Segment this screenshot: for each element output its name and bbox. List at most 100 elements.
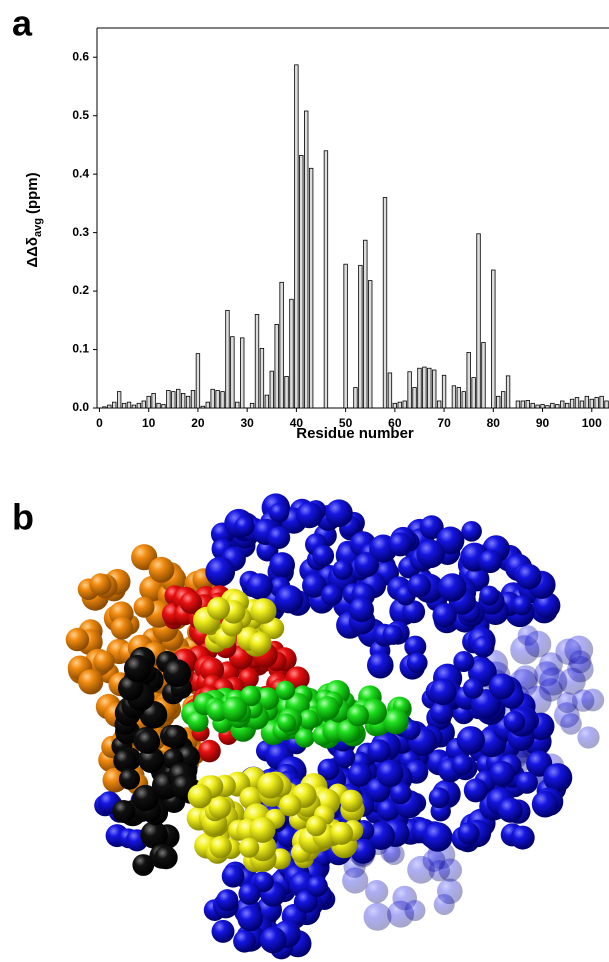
x-tick-label: 80 (487, 416, 501, 430)
y-label-symbol: ΔΔδ (24, 237, 41, 268)
y-tick-label: 0.4 (72, 166, 89, 180)
bar (535, 404, 540, 409)
atom (132, 784, 159, 812)
atom (367, 739, 391, 763)
atom (472, 635, 495, 658)
bar (461, 391, 466, 409)
atom (294, 728, 315, 748)
atom (479, 585, 500, 606)
atom (560, 713, 582, 735)
atom (503, 710, 526, 733)
atom (383, 843, 405, 866)
atom (267, 526, 291, 549)
atom (428, 787, 450, 809)
bar (491, 269, 496, 409)
atom (118, 768, 141, 790)
atom (577, 726, 600, 749)
atom (497, 797, 523, 823)
atom (277, 713, 296, 733)
bar (308, 167, 314, 409)
bar (225, 309, 230, 409)
x-tick-label: 20 (191, 416, 205, 430)
bar (456, 387, 462, 409)
atom (539, 667, 568, 696)
bar (540, 404, 545, 409)
bar (116, 391, 122, 409)
bar (254, 314, 260, 409)
bar (102, 406, 107, 409)
atom (93, 650, 115, 673)
bar (274, 323, 279, 409)
bar (185, 395, 191, 409)
atom (275, 680, 296, 701)
atom (112, 800, 136, 823)
x-axis-label: Residue number (296, 425, 414, 442)
atom (221, 864, 245, 888)
atom (407, 574, 432, 598)
atom (347, 704, 369, 727)
atom (312, 544, 335, 567)
y-tick-label: 0.1 (72, 342, 89, 356)
x-tick-label: 60 (388, 416, 402, 430)
atom (388, 532, 413, 557)
y-tick-label: 0.0 (72, 400, 89, 414)
atom (275, 585, 304, 614)
atom (65, 627, 90, 652)
atom (377, 798, 400, 822)
bar (146, 395, 151, 409)
atom (406, 652, 428, 674)
x-tick-label: 0 (96, 416, 103, 430)
atom (199, 657, 225, 682)
bar (481, 342, 486, 409)
atom (163, 724, 188, 749)
atom (531, 790, 559, 818)
bar (151, 392, 156, 409)
bar (279, 281, 284, 409)
bar (368, 280, 373, 409)
atom (317, 758, 340, 781)
bar (294, 64, 299, 409)
atom (543, 763, 573, 793)
atom (136, 729, 161, 754)
bar (407, 371, 412, 409)
bar (156, 402, 161, 409)
bar (353, 387, 358, 409)
x-tick-label: 70 (437, 416, 451, 430)
bar (166, 390, 171, 409)
bar (180, 392, 186, 409)
bar (323, 150, 329, 409)
bar (259, 347, 265, 409)
atom (148, 556, 175, 583)
atom (367, 651, 394, 679)
atom (363, 902, 392, 931)
bar (363, 239, 368, 409)
bar (299, 155, 304, 409)
x-tick-label: 50 (339, 416, 353, 430)
atom (321, 584, 343, 606)
atom (78, 669, 104, 695)
bar (417, 367, 422, 409)
bar (387, 372, 393, 409)
bar (141, 400, 146, 409)
bar (555, 404, 560, 409)
atom (524, 630, 552, 658)
bar (476, 233, 481, 409)
bar (520, 400, 526, 409)
bar (269, 370, 274, 409)
y-tick-label: 0.2 (72, 283, 89, 297)
bar (107, 404, 112, 409)
atom (133, 596, 155, 618)
atom (123, 654, 152, 683)
atom (478, 549, 502, 574)
atom (342, 867, 369, 894)
atom (340, 789, 363, 813)
atom (187, 710, 209, 733)
atom (347, 762, 372, 787)
atom (451, 754, 473, 776)
atom (404, 635, 427, 658)
molecule-image (65, 493, 605, 960)
atom (489, 760, 515, 787)
atom (269, 552, 296, 578)
atom (221, 696, 248, 722)
bar (422, 366, 427, 409)
